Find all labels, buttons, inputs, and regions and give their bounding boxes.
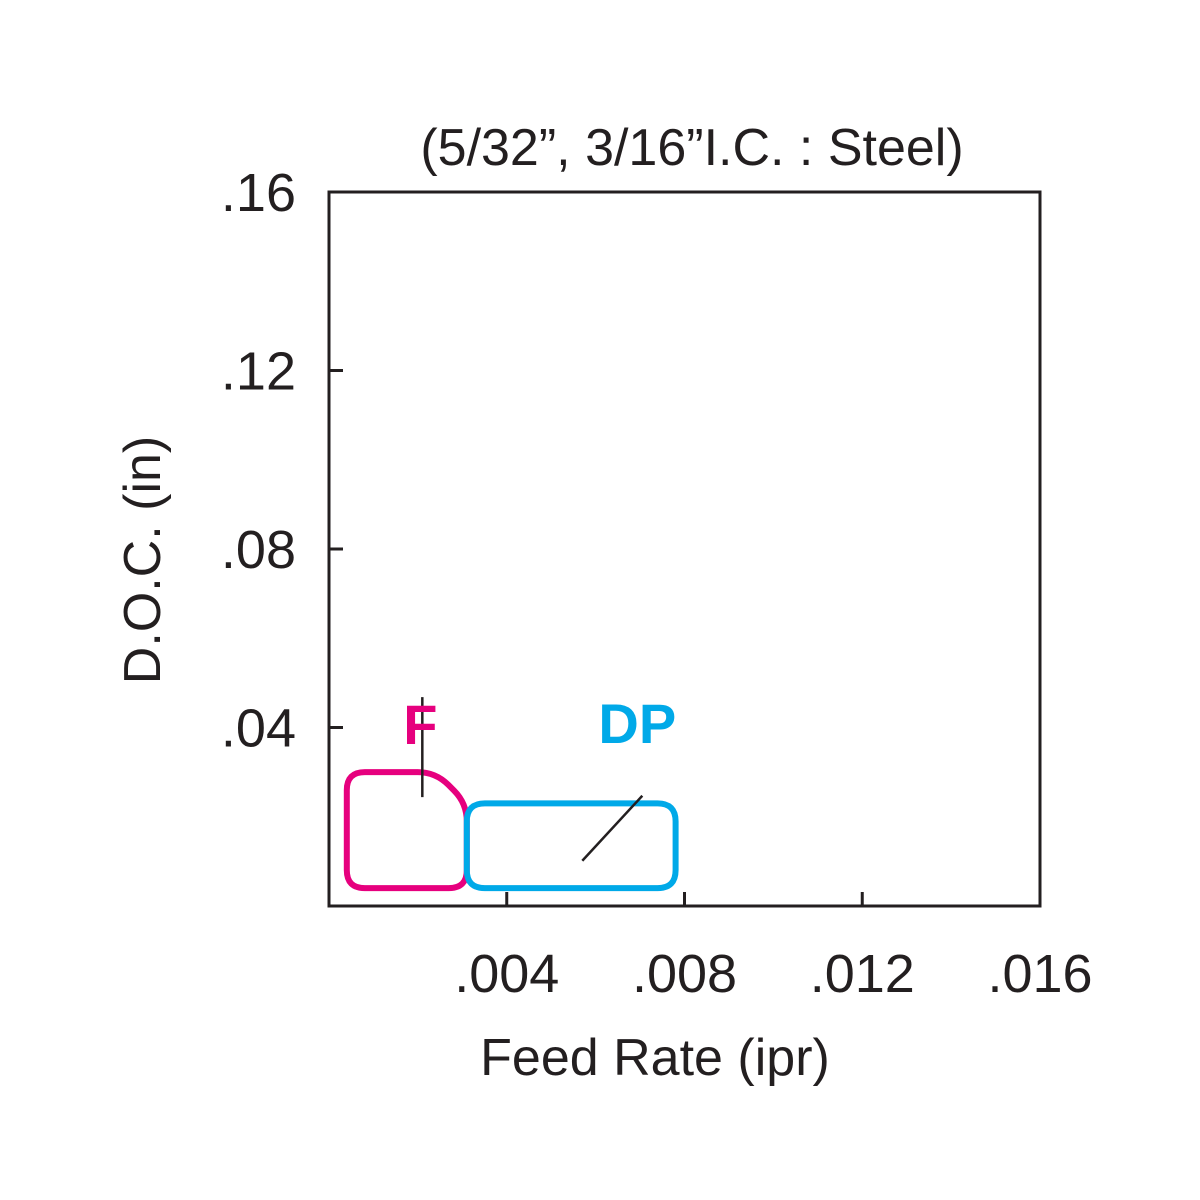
y-axis-title: D.O.C. (in) bbox=[114, 436, 172, 684]
chart-title: (5/32”, 3/16”I.C. : Steel) bbox=[420, 119, 963, 177]
region-dp-outline bbox=[463, 800, 679, 892]
x-axis: .004 .008 .012 .016 bbox=[454, 892, 1093, 1004]
x-tick-label: .008 bbox=[632, 944, 737, 1004]
region-f-outline bbox=[343, 769, 470, 892]
x-tick-label: .016 bbox=[987, 944, 1092, 1004]
y-tick-label: .12 bbox=[221, 342, 296, 402]
x-tick-label: .004 bbox=[454, 944, 559, 1004]
y-axis: .04 .08 .12 .16 bbox=[221, 163, 343, 759]
x-axis-title: Feed Rate (ipr) bbox=[480, 1029, 830, 1087]
plot-frame bbox=[327, 190, 1042, 908]
y-tick-label: .04 bbox=[221, 699, 296, 759]
region-f-label: F bbox=[403, 693, 437, 756]
x-tick-label: .012 bbox=[810, 944, 915, 1004]
y-tick-label: .16 bbox=[221, 163, 296, 223]
y-tick-label: .08 bbox=[221, 520, 296, 580]
regions: F DP bbox=[343, 692, 679, 892]
region-dp-leader bbox=[581, 794, 644, 862]
region-dp-label: DP bbox=[598, 692, 676, 755]
